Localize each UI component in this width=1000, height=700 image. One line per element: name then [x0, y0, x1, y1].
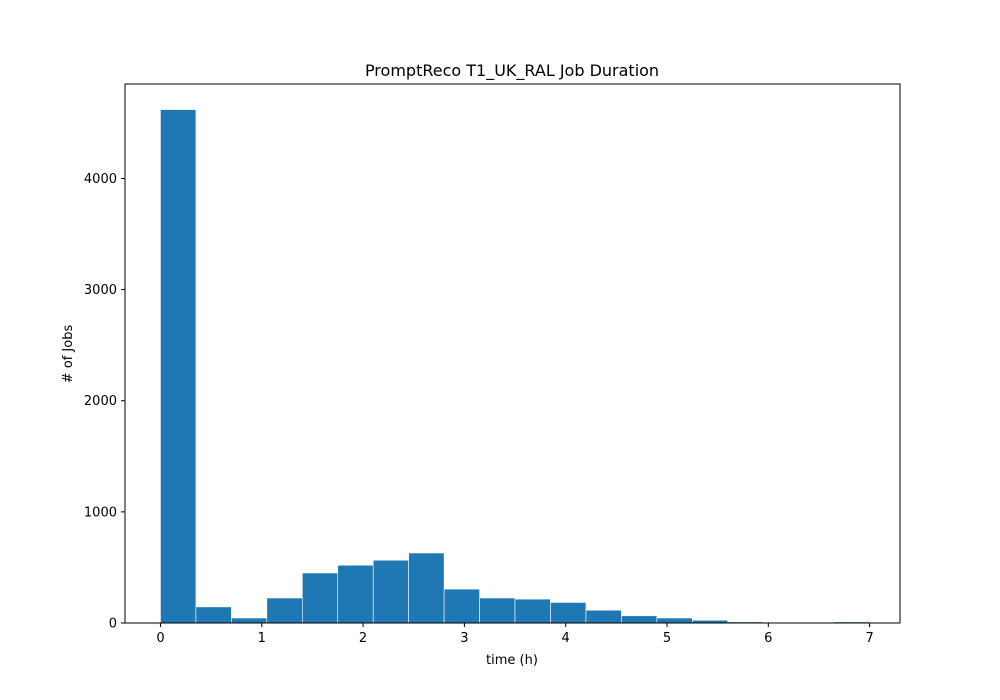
y-tick-label: 4000 — [84, 172, 117, 187]
plot-frame — [124, 83, 901, 624]
x-tick-label: 5 — [663, 631, 671, 646]
y-axis-ticks: 0 1000 2000 3000 4000 — [84, 172, 125, 632]
histogram-bar — [479, 597, 516, 624]
histogram-bar — [408, 552, 445, 624]
y-axis-label: # of Jobs — [61, 325, 76, 384]
histogram-bar — [301, 572, 339, 624]
y-tick-label: 1000 — [84, 505, 117, 520]
histogram-bar — [585, 609, 622, 624]
y-tick-label: 0 — [109, 617, 117, 632]
histogram-bar — [443, 588, 480, 624]
y-tick-label: 3000 — [84, 283, 117, 298]
y-tick-label: 2000 — [84, 394, 117, 409]
chart-title: PromptReco T1_UK_RAL Job Duration — [365, 61, 659, 81]
histogram-bar — [372, 559, 409, 624]
histogram-bar — [195, 606, 232, 624]
x-tick-label: 6 — [764, 631, 772, 646]
histogram-bar — [514, 598, 551, 624]
x-tick-label: 4 — [562, 631, 570, 646]
x-tick-label: 7 — [865, 631, 873, 646]
histogram-bar — [337, 564, 374, 624]
histogram-bar — [656, 617, 693, 624]
x-tick-label: 2 — [359, 631, 367, 646]
histogram-bar — [160, 109, 197, 624]
histogram-bar — [621, 615, 658, 624]
x-tick-label: 1 — [258, 631, 266, 646]
x-tick-label: 3 — [460, 631, 468, 646]
histogram-bar — [231, 617, 268, 624]
bars-group — [160, 109, 870, 624]
x-axis-ticks: 0 1 2 3 4 5 6 7 — [156, 623, 874, 646]
x-tick-label: 0 — [156, 631, 164, 646]
histogram-bar — [266, 597, 303, 624]
x-axis-label: time (h) — [486, 653, 538, 668]
histogram-bar — [550, 602, 587, 624]
